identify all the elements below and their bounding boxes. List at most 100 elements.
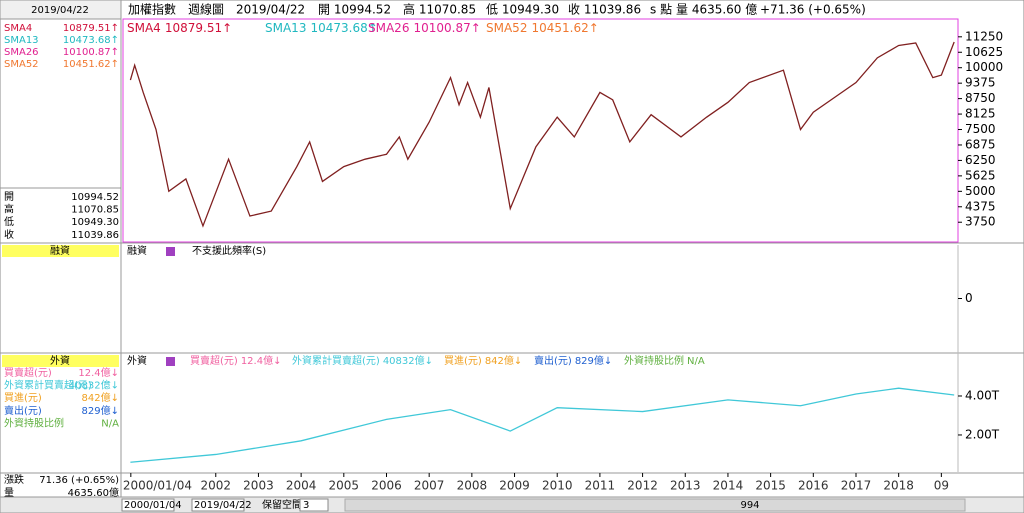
footer-value: 4635.60億 [68, 486, 119, 499]
sma-value: 10100.87↑ [63, 47, 119, 58]
date: 2019/04/22 [31, 5, 89, 16]
sma-value: 10473.68↑ [63, 35, 119, 46]
legend-value: 40832億↓ [383, 354, 433, 367]
count: 994 [740, 500, 759, 511]
legend-name: SMA13 [265, 21, 306, 35]
header-item: 高 11070.85 [403, 2, 476, 17]
x-tick-label: 2014 [713, 479, 744, 493]
ohlc-label: 開 [4, 191, 14, 203]
start: 2000/01/04 [124, 500, 182, 511]
legend-entry: 賣出(元) 829億↓ [534, 354, 612, 367]
panel-name: 外資 [127, 355, 147, 367]
sma-name: SMA26 [4, 47, 39, 58]
x-tick-label: 2011 [585, 479, 616, 493]
legend-name: 買進(元) [444, 355, 482, 367]
list-value: N/A [101, 418, 119, 429]
y-tick-label: 8750 [965, 91, 996, 105]
y-tick-label: 5000 [965, 184, 996, 198]
footer-value: 71.36 (+0.65%) [39, 475, 119, 486]
legend-entry: 外資持股比例 N/A [624, 354, 705, 367]
ohlc-value: 11039.86 [71, 230, 119, 241]
y-tick-label: 10000 [965, 60, 1003, 74]
legend-value: N/A [687, 356, 705, 367]
legend-value: 842億↓ [485, 354, 522, 367]
space-label: 保留空間 [262, 498, 302, 511]
series-line [130, 387, 955, 463]
sma-value: 10879.51↑ [63, 23, 119, 34]
header-item: +71.36 (+0.65%) [760, 3, 866, 17]
header-item: 量 4635.60 億 [676, 3, 757, 17]
icon[interactable] [166, 247, 175, 256]
scrollbar[interactable] [344, 498, 966, 512]
panel-name: 融資 [127, 245, 147, 257]
header-item: 收 11039.86 [568, 3, 641, 17]
y-tick-label: 11250 [965, 29, 1003, 43]
x-tick-label: 2015 [755, 479, 786, 493]
legend-entry: SMA52 10451.62↑ [486, 21, 599, 35]
list-name: 買進(元) [4, 392, 42, 404]
x-tick-label: 2013 [670, 479, 701, 493]
x-tick-label: 2009 [499, 479, 530, 493]
legend-value: 829億↓ [575, 354, 612, 367]
y-tick-label: 10625 [965, 45, 1003, 59]
header-item: 2019/04/22 [236, 3, 305, 17]
end-input[interactable] [191, 498, 245, 512]
panel-title: 融資 [50, 245, 70, 257]
legend-name: SMA52 [486, 21, 527, 35]
y-tick-label: 9375 [965, 76, 996, 90]
legend-entry: 買賣超(元) 12.4億↓ [190, 354, 281, 367]
legend-name: SMA4 [127, 21, 161, 35]
legend-value: 10100.87↑ [413, 21, 480, 35]
chart-border [122, 18, 959, 243]
header-item: 加權指數 [128, 2, 176, 17]
list-value: 829億↓ [82, 404, 119, 417]
legend-entry: SMA4 10879.51↑ [127, 21, 232, 35]
x-tick-label: 2000/01/04 [123, 479, 192, 493]
list-name: 外資持股比例 [4, 416, 64, 429]
y-tick-label: 7500 [965, 122, 996, 136]
sma-name: SMA13 [4, 35, 39, 46]
legend-value: 12.4億↓ [241, 354, 282, 367]
list-value: 12.4億↓ [78, 366, 119, 379]
space-input[interactable] [299, 498, 329, 512]
ohlc-label: 高 [4, 203, 14, 216]
legend-name: 外資持股比例 [624, 354, 684, 367]
list-name: 買賣超(元) [4, 366, 52, 379]
legend-entry: SMA26 10100.87↑ [368, 21, 481, 35]
header-item: 低 10949.30 [486, 3, 559, 17]
list-value: 842億↓ [82, 391, 119, 404]
start-input[interactable] [121, 498, 175, 512]
header-item: 開 10994.52 [318, 3, 391, 17]
footer-label: 量 [4, 487, 14, 499]
legend-name: 外資累計買賣超(元) [292, 354, 380, 367]
list-value: 40832億↓ [69, 379, 119, 392]
header-item: 週線圖 [188, 2, 224, 17]
y-tick-label: 6250 [965, 153, 996, 167]
ohlc-value: 11070.85 [71, 205, 119, 216]
x-tick-label: 2005 [329, 479, 360, 493]
y-tick-label: 4.00T [965, 388, 1000, 402]
sma-name: SMA4 [4, 23, 32, 34]
legend-entry: SMA13 10473.68↑ [265, 21, 378, 35]
legend-entry: 外資累計買賣超(元) 40832億↓ [292, 354, 433, 367]
legend-value: 10473.68↑ [310, 21, 377, 35]
space: 3 [303, 500, 309, 511]
legend-entry: 買進(元) 842億↓ [444, 354, 522, 367]
x-tick-label: 2010 [542, 479, 573, 493]
x-tick-label: 2016 [798, 479, 829, 493]
y-tick-label: 3750 [965, 215, 996, 229]
icon[interactable] [166, 357, 175, 366]
x-tick-label: 09 [934, 479, 949, 493]
x-tick-label: 2017 [841, 479, 872, 493]
list-name: 外資累計買賣超(元) [4, 379, 92, 392]
sma-name: SMA52 [4, 59, 39, 70]
y-tick-label: 6875 [965, 137, 996, 151]
list-name: 賣出(元) [4, 404, 42, 417]
footer-label: 漲跌 [4, 473, 24, 486]
x-tick-label: 2012 [627, 479, 658, 493]
x-tick-label: 2008 [457, 479, 488, 493]
message: 不支援此頻率(S) [192, 244, 266, 257]
